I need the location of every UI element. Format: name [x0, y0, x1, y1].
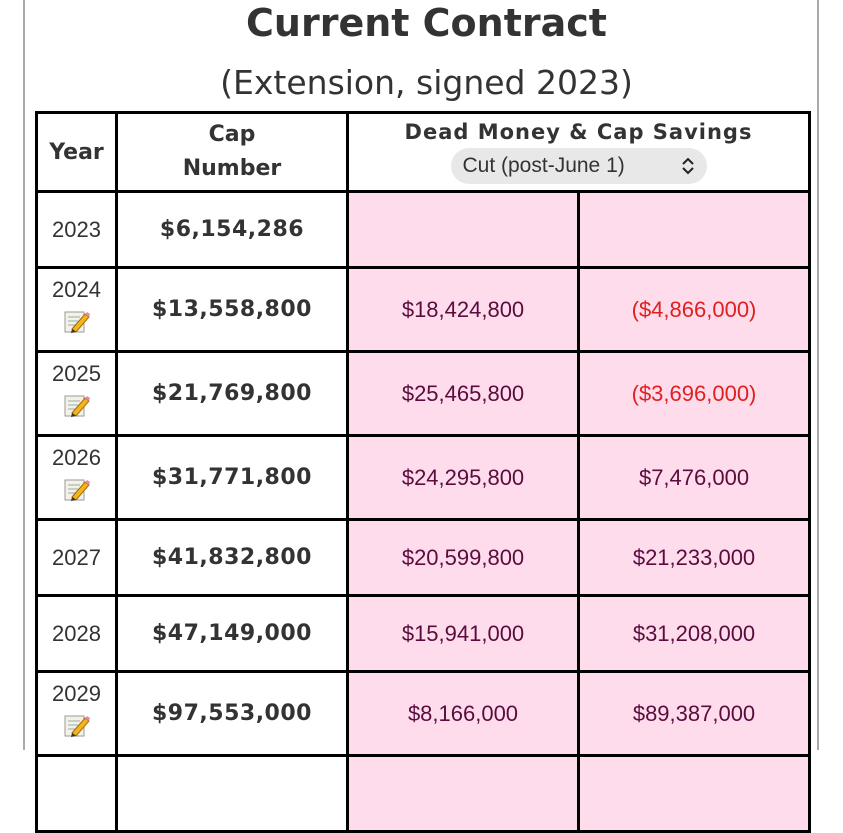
dead-money-cell: $8,166,000: [346, 670, 580, 757]
pencil-paper-icon[interactable]: [63, 712, 91, 738]
year-value: 2029: [52, 681, 101, 706]
table-row: 2028 $47,149,000 $15,941,000 $31,208,000: [35, 594, 812, 673]
page-frame-right: [817, 0, 819, 750]
year-cell: 2025: [35, 350, 118, 437]
chevron-up-down-icon: [681, 157, 695, 175]
dead-money-cell: $24,295,800: [346, 434, 580, 521]
year-value: 2025: [52, 361, 101, 386]
dead-money-cell: $20,599,800: [346, 518, 580, 597]
year-value: 2027: [52, 544, 101, 570]
year-value: 2023: [52, 216, 101, 242]
cap-number-cell: [115, 754, 349, 833]
table-row: 2027 $41,832,800 $20,599,800 $21,233,000: [35, 518, 812, 597]
dead-money-column-header: Dead Money & Cap Savings Cut (post-June …: [345, 111, 812, 193]
dead-money-cell: $18,424,800: [346, 266, 580, 353]
table-row: 2029 $97,553,000 $8,166,000 $89,387,000: [35, 670, 812, 757]
cap-header-line2: Number: [182, 156, 282, 181]
cap-number-cell: $47,149,000: [115, 594, 349, 673]
cut-type-select[interactable]: Cut (post-June 1): [450, 148, 707, 184]
cap-number-cell: $13,558,800: [115, 266, 349, 353]
dead-money-cell: [346, 754, 580, 833]
pencil-paper-icon[interactable]: [63, 476, 91, 502]
table-row: 2025 $21,769,800 $25,465,800 ($3,696,000…: [35, 350, 812, 437]
cap-savings-cell: $89,387,000: [576, 670, 812, 757]
year-value: 2028: [52, 620, 101, 646]
dead-money-header-label: Dead Money & Cap Savings: [404, 120, 753, 144]
table-row: 2026 $31,771,800 $24,295,800 $7,476,000: [35, 434, 812, 521]
cap-number-cell: $21,769,800: [115, 350, 349, 437]
year-column-header: Year: [35, 111, 118, 193]
contract-table: Year Cap Number Dead Money & Cap Savings…: [35, 111, 812, 833]
cap-savings-cell: $7,476,000: [576, 434, 812, 521]
page-title: Current Contract: [246, 1, 607, 45]
year-cell: 2023: [35, 190, 118, 269]
cap-savings-cell: ($3,696,000): [576, 350, 812, 437]
year-cell: 2026: [35, 434, 118, 521]
pencil-paper-icon[interactable]: [63, 308, 91, 334]
cap-number-column-header: Cap Number: [115, 111, 349, 193]
cap-savings-cell: $31,208,000: [576, 594, 812, 673]
cap-number-cell: $6,154,286: [115, 190, 349, 269]
table-row: 2024 $13,558,800 $18,424,800 ($4,866,000…: [35, 266, 812, 353]
dead-money-cell: $15,941,000: [346, 594, 580, 673]
table-row: 2023 $6,154,286: [35, 190, 812, 269]
cap-header-line1: Cap: [208, 122, 256, 147]
cap-number-cell: $31,771,800: [115, 434, 349, 521]
page-frame-left: [23, 0, 25, 750]
pencil-paper-icon[interactable]: [63, 392, 91, 418]
year-value: 2024: [52, 277, 101, 302]
cap-number-cell: $97,553,000: [115, 670, 349, 757]
year-cell: 2027: [35, 518, 118, 597]
cap-savings-cell: ($4,866,000): [576, 266, 812, 353]
dead-money-cell: [346, 190, 580, 269]
cut-type-select-value: Cut (post-June 1): [462, 154, 625, 177]
table-header-row: Year Cap Number Dead Money & Cap Savings…: [35, 111, 812, 193]
cap-number-cell: $41,832,800: [115, 518, 349, 597]
year-cell: 2028: [35, 594, 118, 673]
year-cell: 2029: [35, 670, 118, 757]
year-cell: [35, 754, 118, 833]
dead-money-cell: $25,465,800: [346, 350, 580, 437]
table-row-partial: [35, 754, 812, 833]
year-cell: 2024: [35, 266, 118, 353]
cap-savings-cell: [576, 754, 812, 833]
year-value: 2026: [52, 445, 101, 470]
cap-savings-cell: [576, 190, 812, 269]
page-subtitle: (Extension, signed 2023): [220, 63, 633, 102]
cap-savings-cell: $21,233,000: [576, 518, 812, 597]
